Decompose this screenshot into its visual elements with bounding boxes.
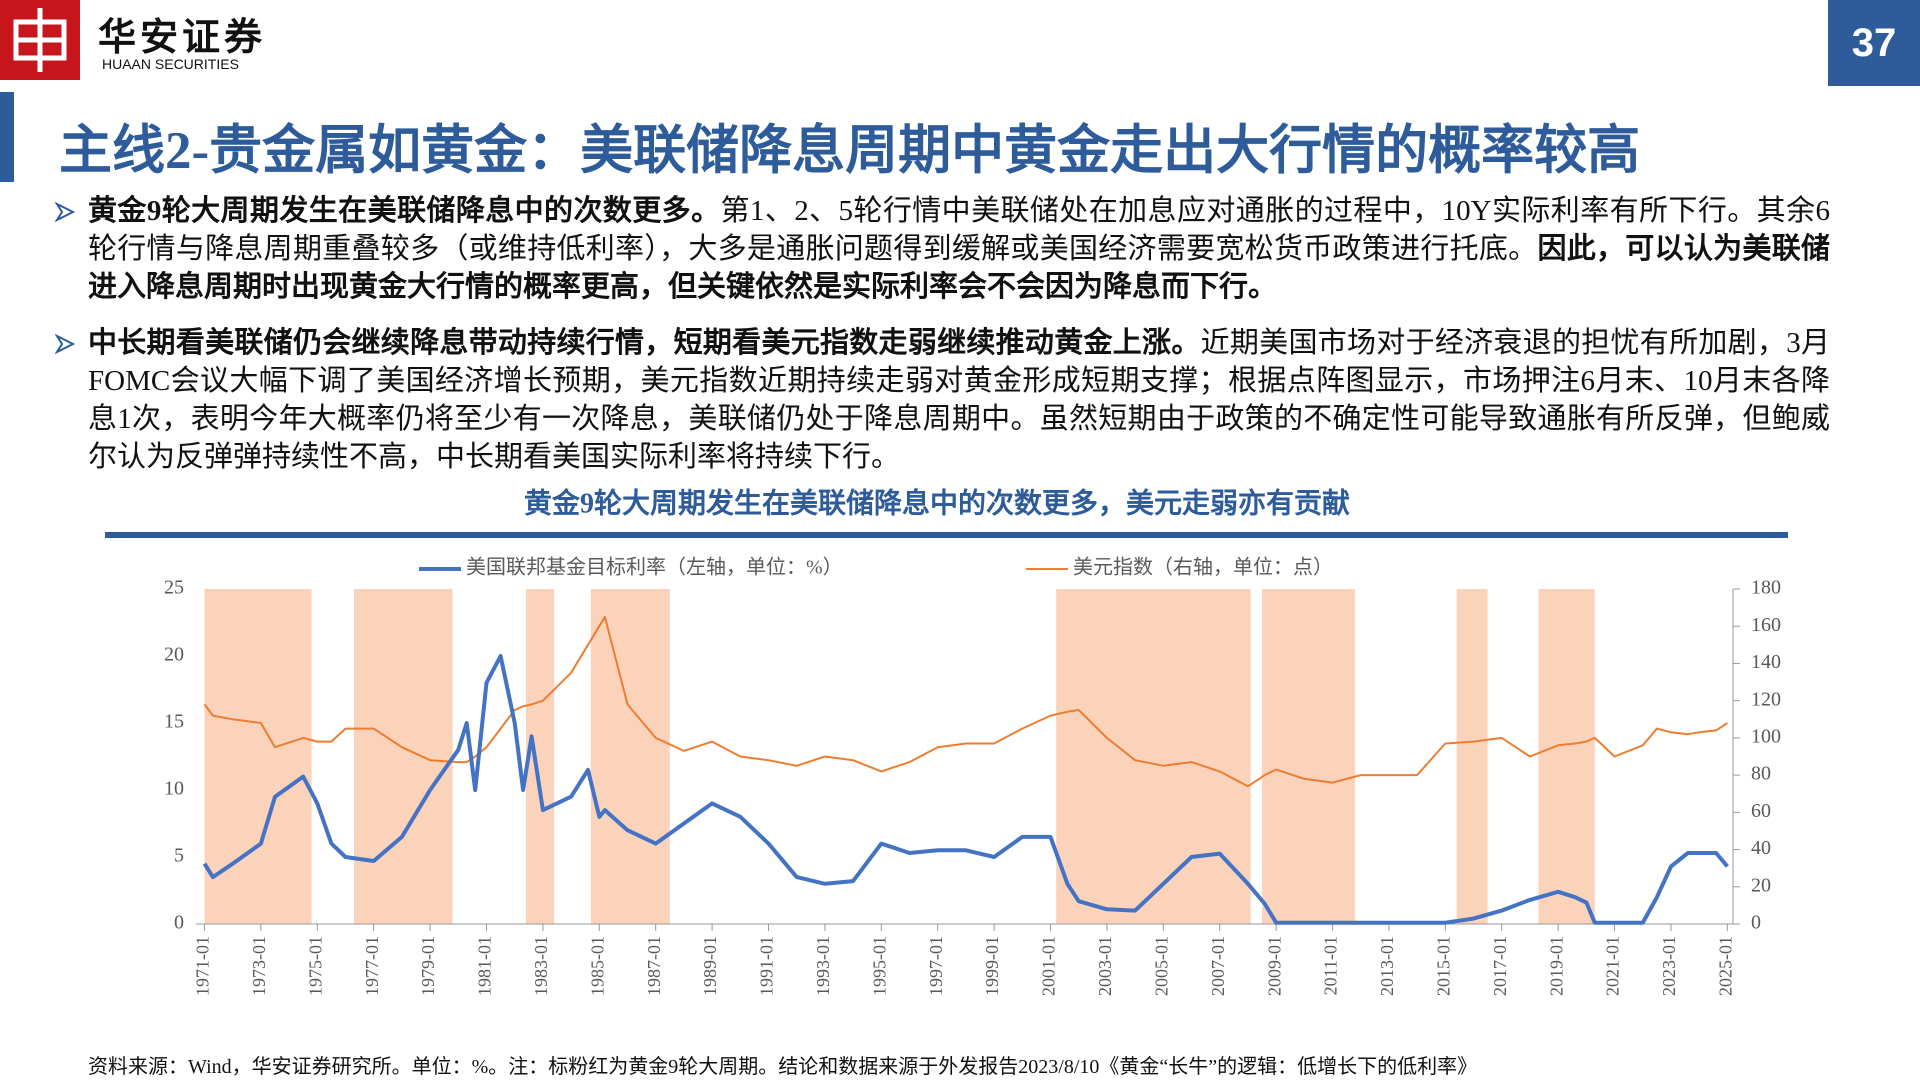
y-tick-label: 15 (164, 711, 184, 733)
bullet: 黄金9轮大周期发生在美联储降息中的次数更多。第1、2、5轮行情中美联储处在加息应… (55, 192, 1830, 306)
legend-label: 美国联邦基金目标利率（左轴，单位：%） (466, 556, 843, 579)
brand: 华安证券 (98, 17, 267, 59)
y2-tick-label: 20 (1751, 874, 1771, 896)
x-tick-label: 2017-01 (1490, 936, 1510, 996)
y-tick-label: 5 (174, 845, 184, 867)
x-tick-label: 1987-01 (644, 936, 664, 996)
shaded-period (590, 589, 670, 924)
x-tick-label: 1999-01 (982, 936, 1002, 996)
bold-text: 因此，可以认为美联储进入降息周期时出现黄金大行情的概率更高，但关键依然是实际利率… (88, 233, 1830, 303)
shaded-period (1262, 589, 1356, 924)
bold-text: 中长期看美联储仍会继续降息带动持续行情，短期看美元指数走弱继续推动黄金上涨。 (88, 327, 1201, 359)
series-line (203, 615, 1728, 788)
x-tick-label: 1985-01 (587, 936, 607, 996)
x-tick-label: 2005-01 (1151, 936, 1171, 996)
y2-tick-label: 0 (1751, 912, 1761, 934)
x-tick-label: 1975-01 (305, 936, 325, 996)
x-tick-label: 1993-01 (813, 936, 833, 996)
x-tick-label: 2009-01 (1264, 936, 1284, 996)
x-tick-label: 1979-01 (418, 936, 438, 996)
x-tick-label: 2021-01 (1603, 936, 1623, 996)
shaded-period (1538, 589, 1595, 924)
y2-tick-label: 140 (1751, 651, 1781, 673)
body-text: 近期美国市场对于经济衰退的担忧有所加剧，3月FOMC会议大幅下调了美国经济增长预… (88, 327, 1830, 473)
body-text: 第1、2、5轮行情中美联储处在加息应对通胀的过程中，10Y实际利率有所下行。其余… (88, 195, 1830, 265)
logo-mark (13, 8, 67, 72)
shaded-period (1456, 589, 1488, 924)
y2-tick-label: 60 (1751, 800, 1771, 822)
y2-tick-label: 160 (1751, 614, 1781, 636)
x-tick-label: 1991-01 (757, 936, 777, 996)
title-bar (0, 92, 14, 182)
y2-tick-label: 80 (1751, 763, 1771, 785)
x-tick-label: 1997-01 (926, 936, 946, 996)
bullet-arrow (55, 202, 75, 222)
x-tick-label: 1983-01 (531, 936, 551, 996)
x-tick-label: 1971-01 (193, 936, 213, 996)
x-tick-label: 1995-01 (869, 936, 889, 996)
x-tick-label: 2003-01 (1095, 936, 1115, 996)
x-tick-label: 2007-01 (1208, 936, 1228, 996)
x-tick-label: 2015-01 (1433, 936, 1453, 996)
bullet-arrow (55, 334, 75, 354)
source-note: 资料来源：Wind，华安证券研究所。单位：%。注：标粉红为黄金9轮大周期。结论和… (88, 1056, 1478, 1078)
x-tick-label: 1989-01 (700, 936, 720, 996)
bullet-list: 黄金9轮大周期发生在美联储降息中的次数更多。第1、2、5轮行情中美联储处在加息应… (55, 192, 1830, 476)
bullet-arrow-shape (55, 334, 75, 354)
x-tick-label: 1973-01 (249, 936, 269, 996)
bullet: 中长期看美联储仍会继续降息带动持续行情，短期看美元指数走弱继续推动黄金上涨。近期… (55, 324, 1830, 476)
bullet-arrow-shape (55, 202, 75, 222)
y-tick-label: 25 (164, 577, 184, 599)
shaded-period (204, 589, 312, 924)
legend-label: 美元指数（右轴，单位：点） (1073, 556, 1333, 579)
y-tick-label: 20 (164, 644, 184, 666)
page-number: 37 (1828, 0, 1920, 86)
x-tick-label: 1977-01 (362, 936, 382, 996)
y2-tick-label: 120 (1751, 688, 1781, 710)
x-tick-label: 2023-01 (1659, 936, 1679, 996)
chart-title-rule (105, 532, 1788, 538)
y2-tick-label: 180 (1751, 577, 1781, 599)
x-tick-label: 2019-01 (1546, 936, 1566, 996)
y2-tick-label: 100 (1751, 725, 1781, 747)
shaded-period (525, 589, 555, 924)
x-tick-label: 2011-01 (1321, 936, 1341, 995)
x-tick-label: 2013-01 (1377, 936, 1397, 996)
y-tick-label: 0 (174, 912, 184, 934)
y2-tick-label: 40 (1751, 837, 1771, 859)
shaded-period (1056, 589, 1251, 924)
y-tick-label: 10 (164, 778, 184, 800)
series-line (202, 654, 1729, 925)
x-tick-label: 1981-01 (475, 936, 495, 996)
x-tick-label: 2025-01 (1715, 936, 1735, 996)
chart-title: 黄金9轮大周期发生在美联储降息中的次数更多，美元走弱亦有贡献 (524, 486, 1350, 519)
x-tick-label: 2001-01 (1039, 936, 1059, 996)
bold-text: 黄金9轮大周期发生在美联储降息中的次数更多。 (88, 195, 721, 227)
slide-title: 主线2-贵金属如黄金：美联储降息周期中黄金走出大行情的概率较高 (59, 122, 1641, 180)
brand-en: HUAAN SECURITIES (102, 56, 239, 72)
shaded-period (353, 589, 453, 924)
